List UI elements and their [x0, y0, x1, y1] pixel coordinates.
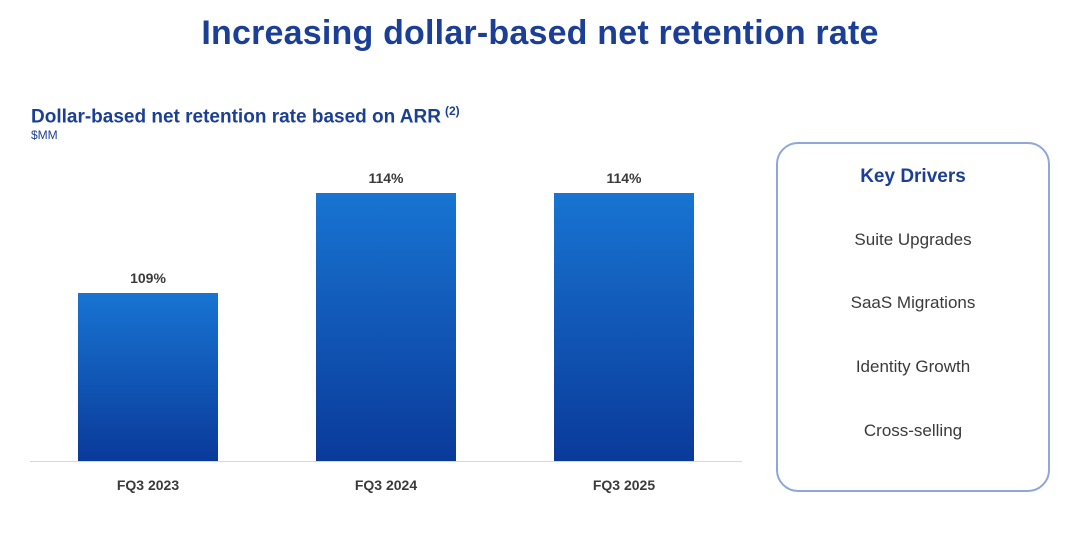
chart-title-text: Dollar-based net retention rate based on… — [31, 106, 441, 128]
bar-fq3-2025 — [554, 193, 694, 461]
page-title: Increasing dollar-based net retention ra… — [201, 14, 879, 52]
data-label: 114% — [606, 170, 642, 186]
data-label: 114% — [368, 170, 404, 186]
key-drivers-panel: Key Drivers Suite Upgrades SaaS Migratio… — [776, 142, 1050, 492]
driver-item-suite-upgrades: Suite Upgrades — [854, 230, 972, 249]
x-tick-label: FQ3 2023 — [117, 477, 179, 493]
bar-chart: 109% FQ3 2023 114% FQ3 2024 114% FQ3 2025 — [30, 170, 742, 493]
chart-title-footnote: (2) — [444, 104, 460, 118]
bar-fq3-2023 — [78, 293, 218, 461]
chart-title: Dollar-based net retention rate based on… — [31, 104, 460, 128]
bar-fq3-2024 — [316, 193, 456, 461]
chart-unit: $MM — [31, 128, 58, 142]
driver-item-saas-migrations: SaaS Migrations — [850, 293, 976, 312]
x-tick-label: FQ3 2024 — [355, 477, 417, 493]
driver-item-identity-growth: Identity Growth — [855, 357, 971, 376]
key-drivers-heading: Key Drivers — [860, 166, 966, 187]
driver-item-cross-selling: Cross-selling — [863, 421, 963, 440]
x-tick-label: FQ3 2025 — [593, 477, 655, 493]
data-label: 109% — [130, 270, 166, 286]
